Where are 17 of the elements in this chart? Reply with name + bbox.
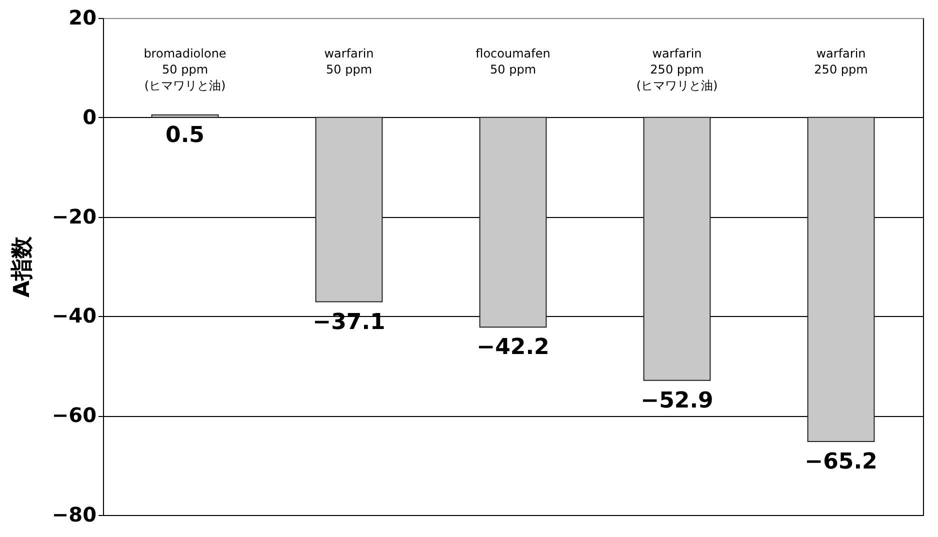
x-tick-label: warfarin 50 ppm bbox=[324, 46, 374, 76]
y-tick-label: −40 bbox=[52, 304, 96, 328]
data-label: 0.5 bbox=[166, 122, 204, 148]
x-tick-label: bromadiolone 50 ppm (ヒマワリと油) bbox=[144, 46, 226, 92]
data-label: −42.2 bbox=[476, 335, 550, 360]
x-tick-label: warfarin 250 ppm (ヒマワリと油) bbox=[636, 46, 718, 92]
data-label: −65.2 bbox=[804, 449, 878, 474]
data-label: −52.9 bbox=[640, 388, 714, 414]
x-tick-label: flocoumafen 50 ppm bbox=[476, 46, 550, 76]
y-axis-title: A指数 bbox=[10, 235, 35, 298]
y-tick-label: 0 bbox=[82, 104, 96, 129]
x-tick-label: warfarin 250 ppm bbox=[814, 46, 868, 76]
y-tick-label: 20 bbox=[68, 6, 96, 30]
y-tick-label: −20 bbox=[52, 204, 96, 228]
y-tick-label: −60 bbox=[52, 403, 96, 428]
data-label: −37.1 bbox=[312, 310, 386, 335]
y-tick-label: −80 bbox=[52, 502, 96, 526]
